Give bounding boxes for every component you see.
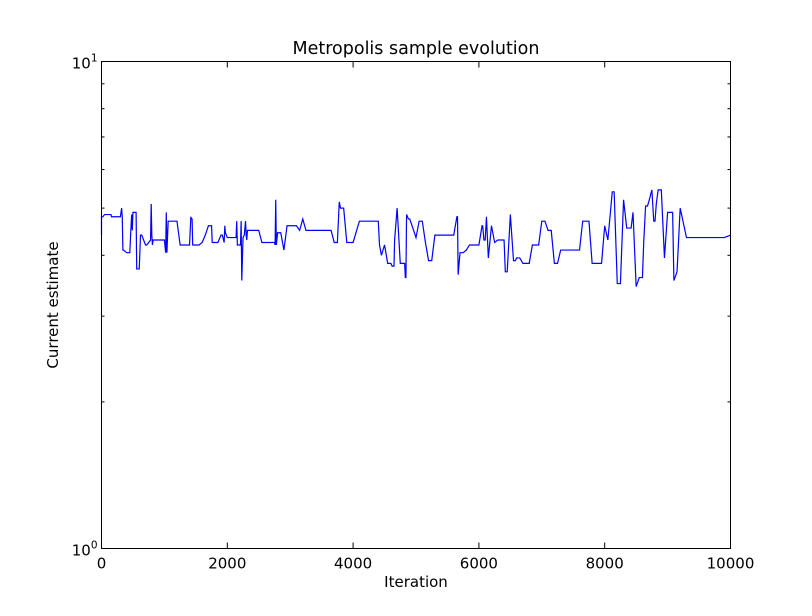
x-tick-label: 8000 <box>586 555 624 573</box>
chart-title: Metropolis sample evolution <box>293 39 540 59</box>
y-tick-label: 101 <box>72 53 98 73</box>
x-tick-label: 6000 <box>460 555 498 573</box>
y-tick-label: 100 <box>72 540 98 560</box>
plot-frame <box>101 61 731 549</box>
axes-ticks: 0 2000 4000 6000 8000 10000 100 101 <box>72 53 755 573</box>
x-tick-label: 10000 <box>707 555 755 573</box>
x-tick-label: 0 <box>97 555 107 573</box>
x-tick-label: 2000 <box>208 555 246 573</box>
y-axis-label: Current estimate <box>44 241 62 368</box>
x-axis-label: Iteration <box>384 573 448 591</box>
x-tick-label: 4000 <box>334 555 372 573</box>
plot-area <box>100 189 731 287</box>
series-line-sample <box>100 189 731 287</box>
